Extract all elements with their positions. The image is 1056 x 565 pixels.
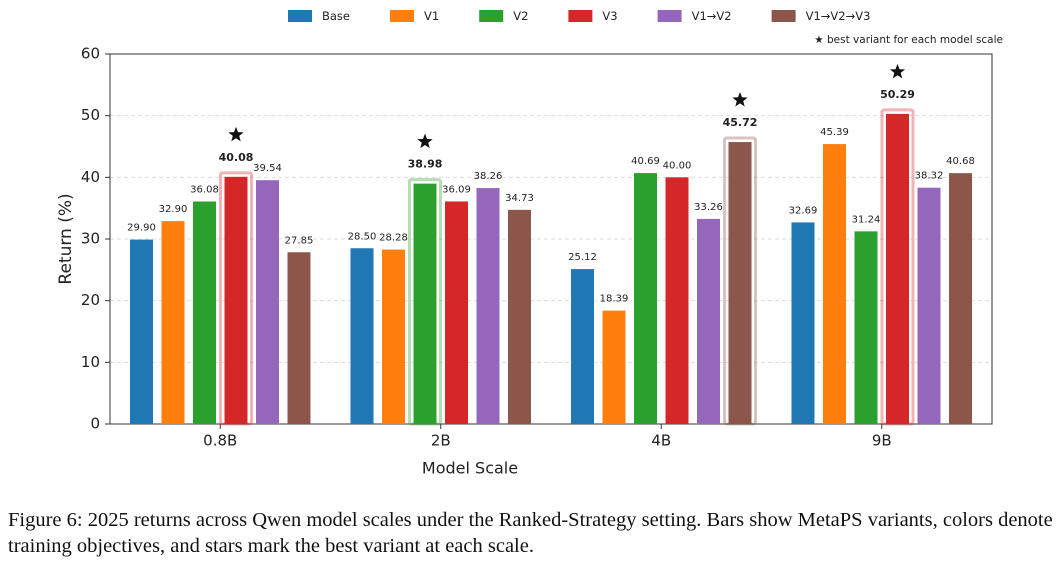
value-label: 38.26 [474, 171, 503, 182]
value-label: 25.12 [568, 252, 597, 263]
legend-label: V2 [513, 9, 528, 23]
value-label: 40.68 [946, 156, 975, 167]
y-tick-label: 40 [81, 168, 100, 186]
bar [130, 239, 153, 424]
bar [854, 231, 878, 424]
y-tick-label: 20 [81, 291, 100, 309]
best-star [417, 133, 433, 149]
value-label: 45.39 [820, 127, 849, 138]
value-label: 28.50 [348, 231, 377, 242]
value-label: 29.90 [127, 223, 156, 234]
value-label: 38.32 [915, 171, 944, 182]
bar [665, 177, 689, 424]
bar [476, 188, 500, 424]
bar [886, 113, 909, 425]
y-tick-label: 50 [81, 106, 100, 124]
value-label: 32.69 [789, 205, 818, 216]
plot-frame [109, 53, 993, 425]
bar [823, 144, 846, 424]
legend-note: ★ best variant for each model scale [814, 34, 1003, 46]
x-tick-label: 9B [872, 432, 892, 450]
legend-swatch [657, 10, 682, 22]
legend-swatch [288, 10, 312, 22]
bar [382, 249, 405, 424]
legend-label: V1 [424, 9, 439, 23]
bar [287, 252, 311, 424]
bar [728, 142, 752, 424]
legend-swatch [568, 10, 593, 22]
bar [224, 176, 248, 424]
legend-label: V3 [602, 9, 617, 23]
x-tick-label: 4B [651, 432, 671, 450]
bar [697, 218, 720, 424]
x-axis-label: Model Scale [422, 459, 518, 478]
bar [193, 201, 216, 424]
y-tick-label: 10 [81, 353, 100, 371]
legend-swatch [771, 10, 796, 22]
bar [602, 310, 626, 424]
bar [508, 209, 531, 424]
value-label: 40.69 [631, 156, 660, 167]
caption: Figure 6: 2025 returns across Qwen model… [8, 509, 1053, 557]
x-tick-label: 2B [431, 432, 451, 450]
value-label: 50.29 [880, 88, 915, 101]
y-tick-label: 30 [81, 230, 100, 248]
value-label: 32.90 [159, 204, 188, 215]
value-label: 39.54 [253, 163, 282, 174]
bar [413, 183, 437, 424]
value-label: 31.24 [852, 214, 881, 225]
value-label: 38.98 [408, 158, 443, 171]
value-label: 34.73 [505, 193, 534, 204]
bar [634, 173, 657, 424]
x-tick-label: 0.8B [203, 432, 237, 450]
value-label: 27.85 [285, 235, 314, 246]
legend-swatch [390, 10, 415, 22]
value-label: 36.08 [190, 185, 219, 196]
value-label: 40.00 [663, 160, 692, 171]
best-star [732, 92, 748, 107]
legend-label: V1→V2 [692, 9, 732, 23]
legend-swatch [479, 10, 504, 22]
chart: Model Scale Return (%) ★ best variant fo… [56, 9, 1003, 478]
value-label: 36.09 [442, 184, 471, 195]
legend-label: Base [322, 9, 350, 23]
bar [791, 222, 815, 424]
bar [350, 248, 374, 424]
legend-label: V1→V2→V3 [806, 9, 871, 23]
y-axis-label: Return (%) [56, 193, 76, 284]
bar [256, 180, 279, 424]
y-tick-label: 0 [90, 415, 100, 433]
best-star [228, 126, 244, 142]
bar [445, 201, 468, 424]
y-tick-label: 60 [81, 45, 100, 63]
value-label: 18.39 [600, 294, 629, 305]
bar [161, 221, 185, 424]
bar [917, 187, 941, 424]
bar [949, 173, 972, 424]
best-star [889, 63, 906, 79]
value-label: 28.28 [379, 233, 408, 244]
bar [571, 269, 594, 424]
value-label: 45.72 [723, 116, 758, 129]
value-label: 40.08 [219, 151, 254, 164]
value-label: 33.26 [694, 202, 723, 213]
